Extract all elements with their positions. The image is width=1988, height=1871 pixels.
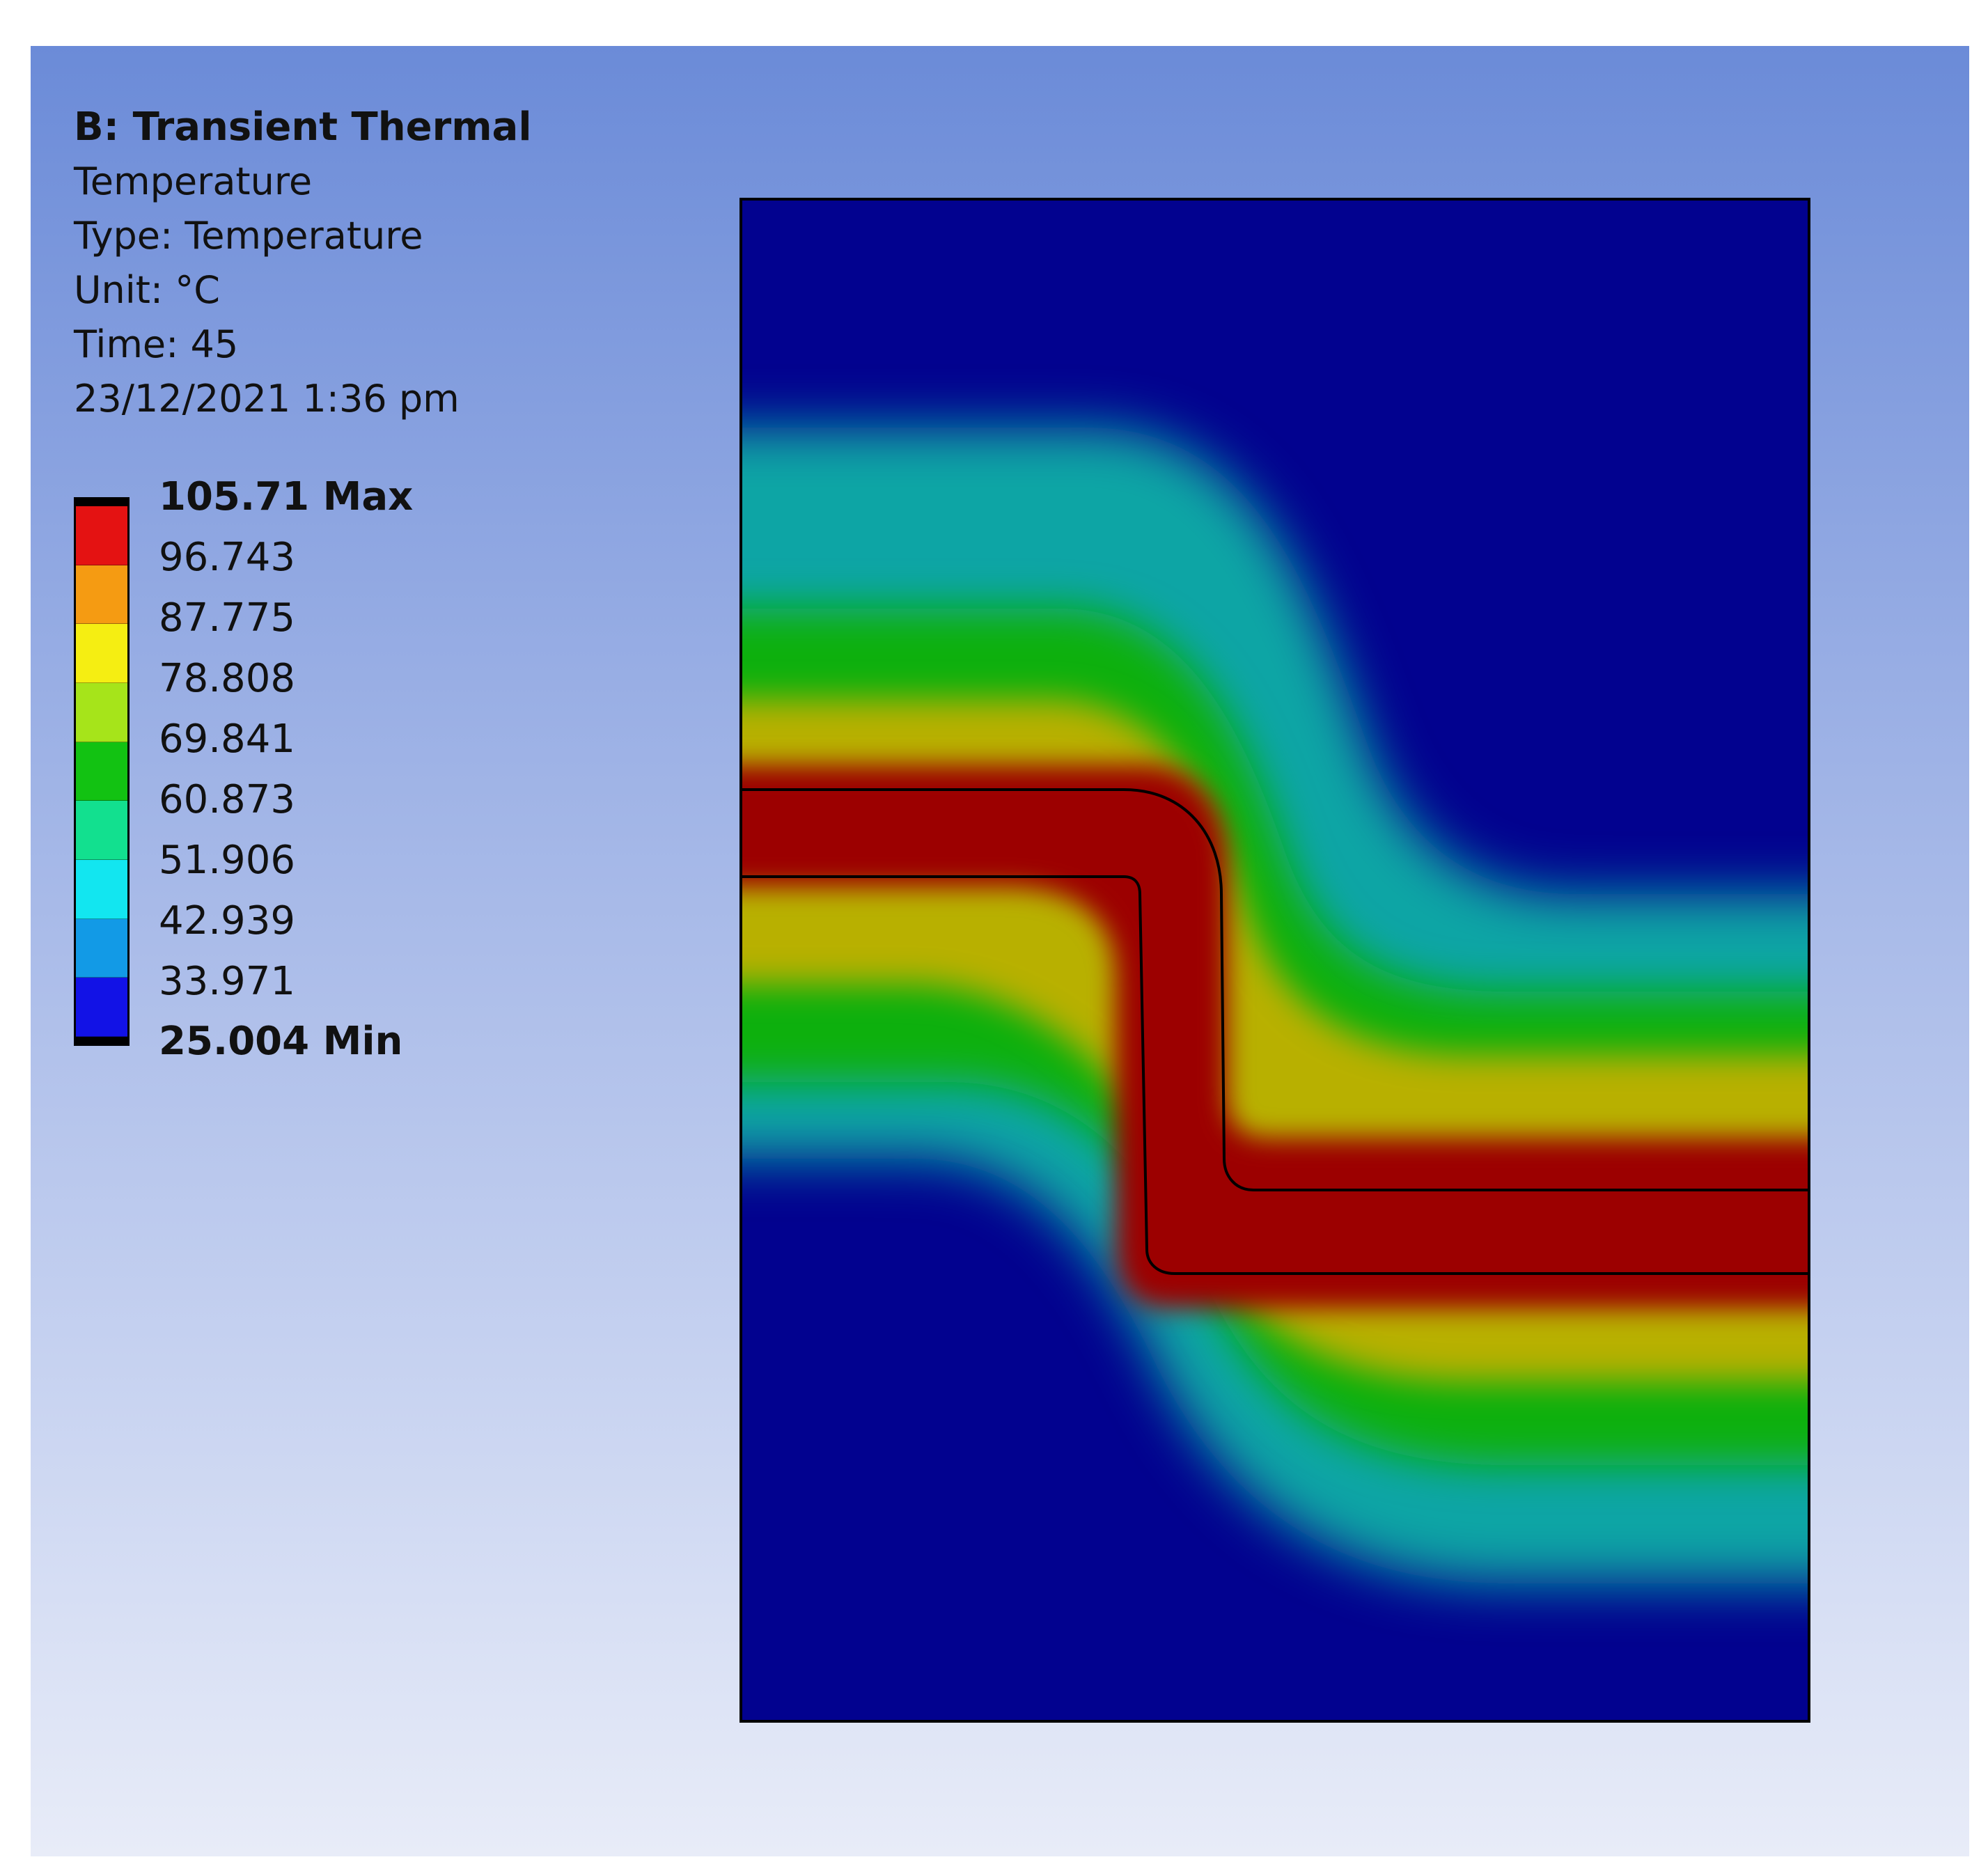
legend-color-bar <box>74 497 130 1046</box>
legend-level-label: 69.841 <box>159 717 295 762</box>
contour-band-max <box>739 765 1810 1308</box>
domain-border <box>739 198 1810 1723</box>
legend-band-7 <box>76 860 127 919</box>
legend-band-4 <box>76 683 127 742</box>
legend-band-8 <box>76 918 127 978</box>
legend-band-9 <box>76 978 127 1038</box>
analysis-title: B: Transient Thermal <box>74 104 532 150</box>
color-legend[interactable]: 105.71 Max 96.743 87.775 78.808 69.841 6… <box>74 476 561 1110</box>
legend-level-label: 33.971 <box>159 959 295 1004</box>
legend-band-3 <box>76 624 127 684</box>
legend-level-label: 96.743 <box>159 535 295 580</box>
legend-max-label: 105.71 Max <box>159 474 414 519</box>
result-name: Temperature <box>74 159 313 203</box>
temperature-contour-plot[interactable] <box>739 198 1810 1723</box>
legend-level-label: 78.808 <box>159 656 295 701</box>
legend-level-label: 51.906 <box>159 838 295 883</box>
legend-min-label: 25.004 Min <box>159 1019 403 1064</box>
result-time: Time: 45 <box>74 322 239 366</box>
legend-band-2 <box>76 565 127 625</box>
legend-level-label: 60.873 <box>159 777 295 822</box>
legend-max-cap <box>76 499 127 506</box>
pipe-outline-lower <box>739 875 1810 1275</box>
legend-level-label: 87.775 <box>159 595 295 641</box>
legend-level-label: 42.939 <box>159 898 295 944</box>
pipe-outline-upper <box>739 788 1810 1191</box>
graphics-viewport[interactable]: B: Transient Thermal Temperature Type: T… <box>31 46 1969 1856</box>
result-unit: Unit: °C <box>74 268 220 312</box>
legend-band-1 <box>76 506 127 565</box>
result-type: Type: Temperature <box>74 214 423 258</box>
result-timestamp: 23/12/2021 1:36 pm <box>74 377 460 421</box>
legend-band-5 <box>76 742 127 801</box>
result-annotation: B: Transient Thermal Temperature Type: T… <box>74 100 532 426</box>
legend-min-cap <box>76 1037 127 1044</box>
legend-band-6 <box>76 801 127 861</box>
